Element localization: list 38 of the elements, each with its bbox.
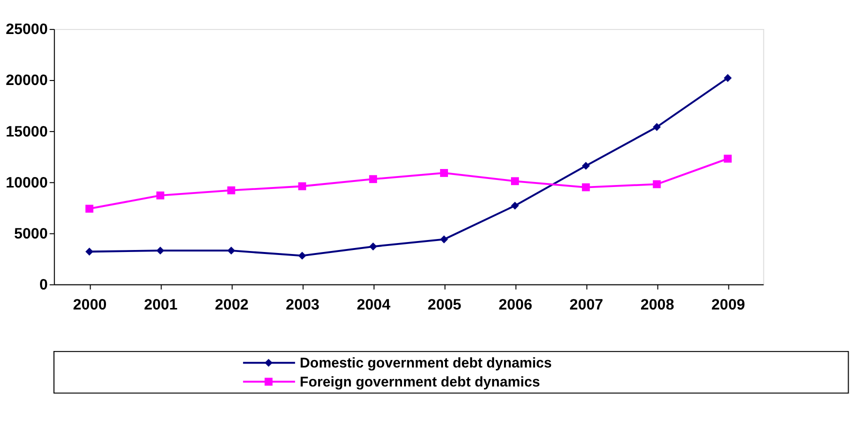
x-tick-label: 2003 [286, 296, 320, 314]
legend-label: Domestic government debt dynamics [300, 356, 552, 372]
y-tick-label: 25000 [6, 21, 48, 38]
x-tick-label: 2009 [711, 296, 746, 314]
legend-label: Foreign government debt dynamics [300, 374, 540, 390]
point [298, 252, 306, 260]
point [85, 204, 94, 213]
point [652, 180, 661, 188]
x-tick-label: 2000 [73, 296, 107, 314]
x-tick-label: 2004 [356, 296, 391, 314]
point [298, 182, 306, 190]
point [227, 246, 236, 255]
x-tick-label: 2005 [428, 296, 462, 314]
x-tick-label: 2007 [570, 296, 604, 314]
x-tick-label: 2001 [144, 296, 178, 314]
point [582, 183, 590, 192]
point [440, 169, 448, 177]
y-tick-label: 20000 [6, 72, 48, 90]
point [227, 186, 236, 194]
point [85, 248, 94, 256]
point [510, 202, 519, 210]
point [724, 74, 732, 82]
point [652, 123, 661, 131]
point [369, 175, 378, 184]
point [724, 154, 732, 163]
point [156, 191, 164, 200]
point [510, 177, 519, 186]
point [440, 235, 448, 244]
point [156, 246, 164, 255]
y-tick-label: 15000 [6, 123, 48, 140]
y-tick-label: 0 [39, 276, 48, 294]
x-tick-label: 2008 [640, 296, 674, 314]
point [582, 162, 590, 170]
y-tick-label: 5000 [14, 225, 48, 242]
x-tick-label: 2002 [214, 296, 249, 314]
y-tick-label: 10000 [6, 174, 48, 192]
point [369, 242, 378, 250]
x-tick-label: 2006 [498, 296, 532, 314]
